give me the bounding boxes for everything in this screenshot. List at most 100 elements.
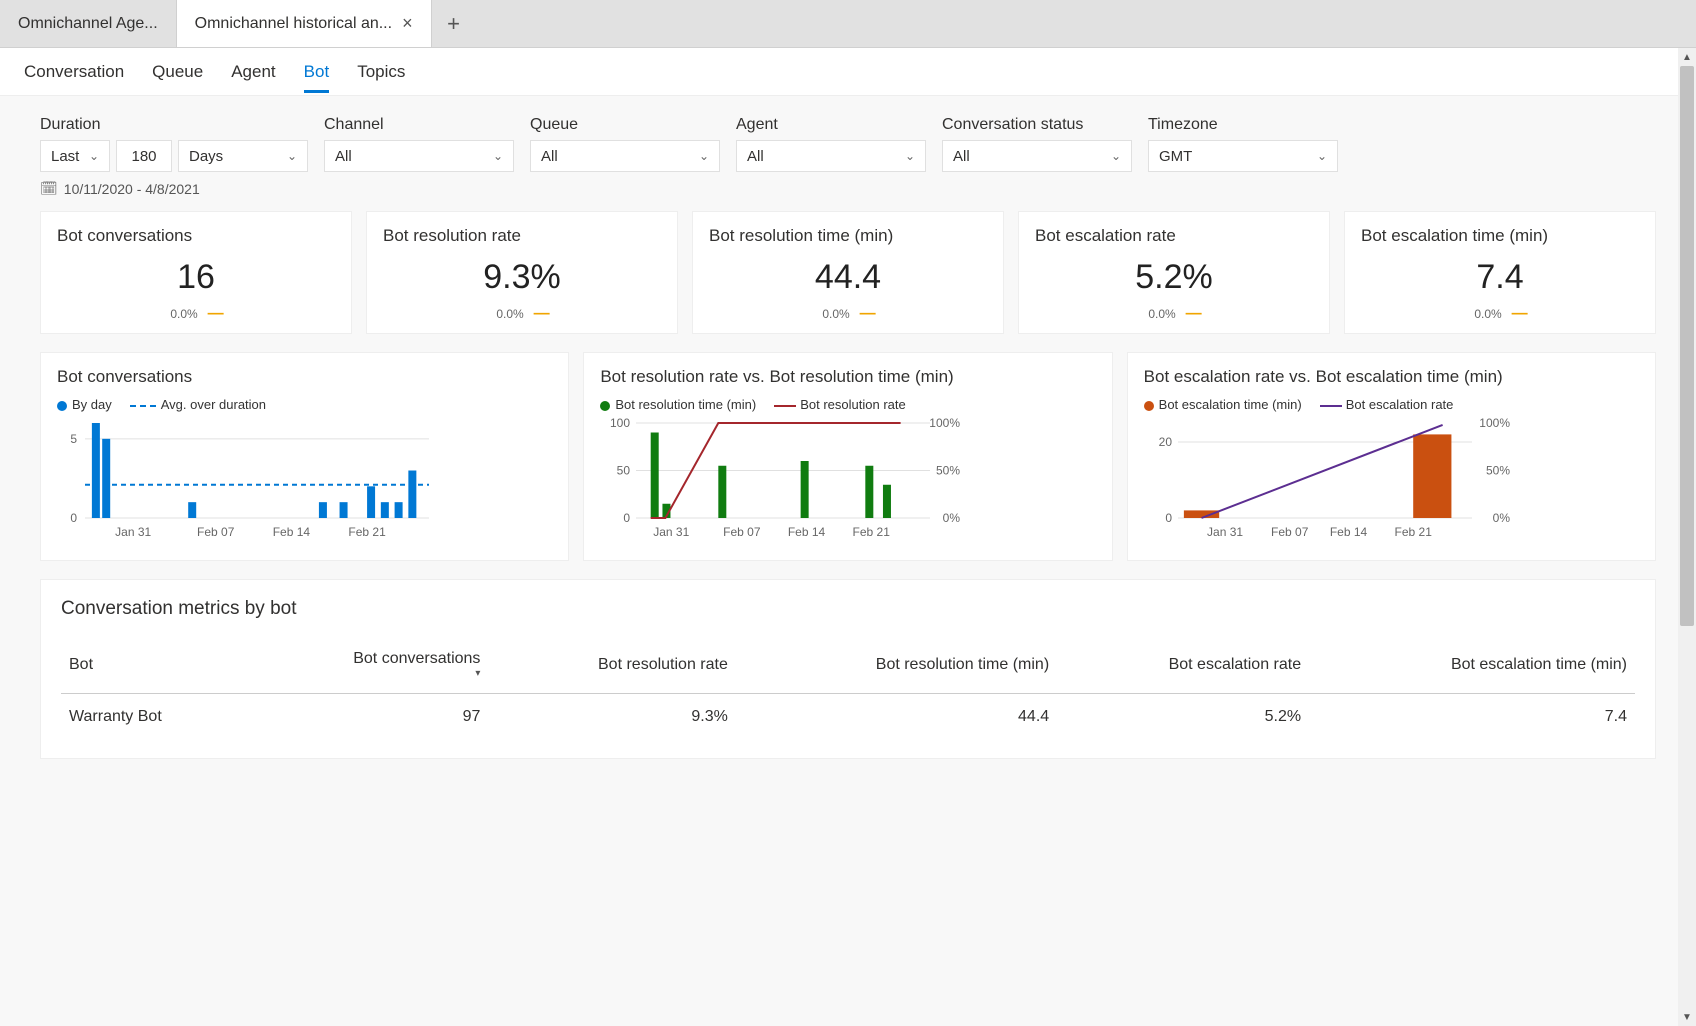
- chevron-down-icon: ⌄: [1317, 149, 1327, 163]
- nav-agent[interactable]: Agent: [231, 52, 275, 92]
- kpi-delta: 0.0%—: [709, 305, 987, 323]
- scroll-thumb[interactable]: [1680, 66, 1694, 626]
- kpi-value: 16: [57, 258, 335, 297]
- browser-tabbar: Omnichannel Age... Omnichannel historica…: [0, 0, 1696, 48]
- chart-canvas: 05Jan 31Feb 07Feb 14Feb 21: [57, 418, 552, 548]
- legend-dot-icon: [57, 401, 67, 411]
- date-range: 🗓 10/11/2020 - 4/8/2021: [40, 180, 1656, 197]
- svg-text:0: 0: [624, 511, 631, 525]
- table-header-row: BotBot conversationsBot resolution rateB…: [61, 640, 1635, 694]
- svg-text:Jan 31: Jan 31: [654, 525, 690, 539]
- filter-label: Agent: [736, 116, 926, 134]
- kpi-title: Bot escalation rate: [1035, 226, 1313, 246]
- kpi-value: 44.4: [709, 258, 987, 297]
- chart-title: Bot resolution rate vs. Bot resolution t…: [600, 367, 1095, 387]
- queue-select[interactable]: All⌄: [530, 140, 720, 172]
- svg-text:100: 100: [610, 418, 630, 430]
- chart-title: Bot escalation rate vs. Bot escalation t…: [1144, 367, 1639, 387]
- chart-escalation: Bot escalation rate vs. Bot escalation t…: [1127, 352, 1656, 561]
- plus-icon: +: [447, 11, 460, 37]
- trend-flat-icon: —: [860, 305, 874, 323]
- tab-label: Omnichannel historical an...: [195, 15, 392, 33]
- nav-topics[interactable]: Topics: [357, 52, 405, 92]
- svg-text:Feb 14: Feb 14: [1329, 525, 1367, 539]
- chevron-down-icon: ⌄: [699, 149, 709, 163]
- svg-text:20: 20: [1158, 435, 1172, 449]
- kpi-card: Bot escalation rate 5.2% 0.0%—: [1018, 211, 1330, 334]
- filter-timezone: Timezone GMT⌄: [1148, 116, 1338, 172]
- report-subnav: Conversation Queue Agent Bot Topics: [0, 48, 1696, 96]
- tab-active[interactable]: Omnichannel historical an... ×: [177, 0, 432, 47]
- table-cell: 9.3%: [488, 694, 735, 741]
- scroll-up-icon[interactable]: ▲: [1678, 48, 1696, 66]
- svg-text:Feb 21: Feb 21: [1394, 525, 1432, 539]
- table-cell: 97: [246, 694, 489, 741]
- svg-text:0%: 0%: [1492, 511, 1510, 525]
- nav-conversation[interactable]: Conversation: [24, 52, 124, 92]
- duration-unit-select[interactable]: Days⌄: [178, 140, 308, 172]
- filter-label: Duration: [40, 116, 308, 134]
- status-select[interactable]: All⌄: [942, 140, 1132, 172]
- filter-label: Conversation status: [942, 116, 1132, 134]
- filter-label: Timezone: [1148, 116, 1338, 134]
- svg-text:100%: 100%: [930, 418, 961, 430]
- filter-label: Queue: [530, 116, 720, 134]
- kpi-delta: 0.0%—: [1035, 305, 1313, 323]
- chart-resolution: Bot resolution rate vs. Bot resolution t…: [583, 352, 1112, 561]
- chart-canvas: 0501000%50%100%Jan 31Feb 07Feb 14Feb 21: [600, 418, 1095, 548]
- svg-text:0: 0: [1165, 511, 1172, 525]
- filter-status: Conversation status All⌄: [942, 116, 1132, 172]
- table-cell: 7.4: [1309, 694, 1635, 741]
- nav-bot[interactable]: Bot: [304, 52, 330, 92]
- filter-bar: Duration Last⌄ 180 Days⌄ Channel All⌄ Qu…: [40, 116, 1656, 172]
- kpi-card: Bot escalation time (min) 7.4 0.0%—: [1344, 211, 1656, 334]
- filter-duration: Duration Last⌄ 180 Days⌄: [40, 116, 308, 172]
- legend-dash-icon: [130, 405, 156, 407]
- duration-direction-select[interactable]: Last⌄: [40, 140, 110, 172]
- table-cell: Warranty Bot: [61, 694, 246, 741]
- scroll-down-icon[interactable]: ▼: [1678, 1008, 1696, 1026]
- trend-flat-icon: —: [1512, 305, 1526, 323]
- metrics-table-card: Conversation metrics by bot BotBot conve…: [40, 579, 1656, 759]
- timezone-select[interactable]: GMT⌄: [1148, 140, 1338, 172]
- table-column-header[interactable]: Bot resolution time (min): [736, 640, 1057, 694]
- svg-text:Feb 21: Feb 21: [348, 525, 386, 539]
- legend-dot-icon: [600, 401, 610, 411]
- duration-qty-input[interactable]: 180: [116, 140, 172, 172]
- svg-text:50%: 50%: [936, 464, 960, 478]
- table-column-header[interactable]: Bot conversations: [246, 640, 489, 694]
- table-column-header[interactable]: Bot escalation time (min): [1309, 640, 1635, 694]
- chevron-down-icon: ⌄: [287, 149, 297, 163]
- legend-line-icon: [774, 405, 796, 407]
- table-column-header[interactable]: Bot resolution rate: [488, 640, 735, 694]
- tab-label: Omnichannel Age...: [18, 15, 158, 33]
- chevron-down-icon: ⌄: [493, 149, 503, 163]
- legend-dot-icon: [1144, 401, 1154, 411]
- chart-legend: Bot resolution time (min) Bot resolution…: [600, 397, 1095, 412]
- svg-text:Feb 07: Feb 07: [723, 525, 761, 539]
- table-cell: 44.4: [736, 694, 1057, 741]
- agent-select[interactable]: All⌄: [736, 140, 926, 172]
- filter-queue: Queue All⌄: [530, 116, 720, 172]
- svg-text:50: 50: [617, 464, 631, 478]
- table-column-header[interactable]: Bot escalation rate: [1057, 640, 1309, 694]
- channel-select[interactable]: All⌄: [324, 140, 514, 172]
- table-column-header[interactable]: Bot: [61, 640, 246, 694]
- tab-inactive[interactable]: Omnichannel Age...: [0, 0, 177, 47]
- svg-text:Feb 14: Feb 14: [788, 525, 826, 539]
- calendar-icon: 🗓: [40, 180, 58, 197]
- vertical-scrollbar[interactable]: ▲ ▼: [1678, 48, 1696, 1026]
- kpi-value: 9.3%: [383, 258, 661, 297]
- svg-text:Jan 31: Jan 31: [1207, 525, 1243, 539]
- chart-legend: Bot escalation time (min) Bot escalation…: [1144, 397, 1639, 412]
- table-row[interactable]: Warranty Bot979.3%44.45.2%7.4: [61, 694, 1635, 741]
- table-cell: 5.2%: [1057, 694, 1309, 741]
- nav-queue[interactable]: Queue: [152, 52, 203, 92]
- svg-text:Feb 07: Feb 07: [1271, 525, 1309, 539]
- kpi-title: Bot conversations: [57, 226, 335, 246]
- kpi-value: 5.2%: [1035, 258, 1313, 297]
- tab-add-button[interactable]: +: [432, 0, 476, 47]
- svg-text:0%: 0%: [943, 511, 961, 525]
- table-title: Conversation metrics by bot: [61, 598, 1635, 620]
- close-icon[interactable]: ×: [402, 13, 413, 34]
